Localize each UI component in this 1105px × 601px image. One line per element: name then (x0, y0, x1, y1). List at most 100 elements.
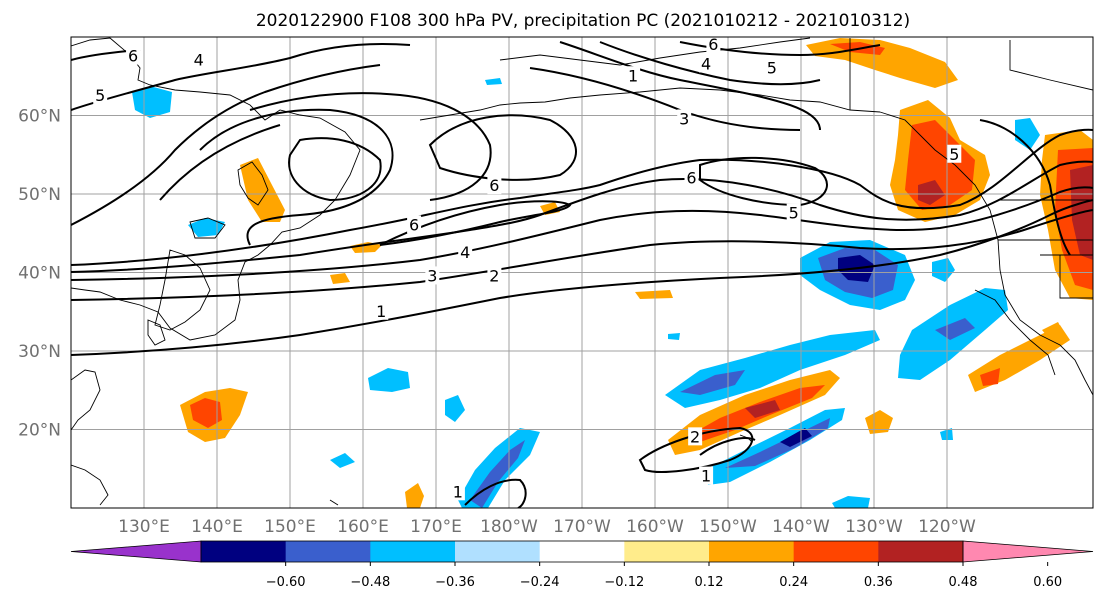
longitude-tick-label: 130°W (845, 517, 903, 537)
precip-pos-small-2 (330, 273, 350, 284)
longitude-tick-label: 170°E (410, 517, 462, 537)
pv-contour-label: 5 (95, 86, 105, 105)
precip-neg-hokkaido (188, 218, 225, 237)
colorbar-tick-label: 0.60 (1033, 575, 1062, 590)
pv-contours (71, 41, 1093, 508)
colorbar-extend-max (962, 540, 1094, 563)
longitude-tick-label: 120°W (918, 517, 976, 537)
colorbar-extend-min (70, 540, 202, 563)
contour-label-bg (425, 266, 440, 285)
pv-contour-label: 6 (409, 215, 419, 234)
colorbar-segment (455, 541, 541, 562)
precip-neg-kamchatka (132, 86, 172, 118)
longitude-tick-label: 160°E (337, 517, 389, 537)
contour-label-bg (786, 203, 801, 222)
colorbar-segment (793, 541, 879, 562)
precip-area-gulf-ca (1042, 322, 1065, 342)
pv-contour-label: 1 (376, 302, 386, 321)
contour-label-bg (699, 466, 714, 485)
colorbar-tick-label: −0.12 (604, 575, 644, 590)
pv-contour-label: 5 (789, 204, 799, 223)
pv-contour-label: 1 (453, 482, 463, 501)
precip-neg-small-4 (485, 78, 502, 85)
figure-title: 2020122900 F108 300 hPa PV, precipitatio… (256, 11, 910, 31)
pv-contour-label: 3 (679, 109, 689, 128)
latitude-labels: 20°N 30°N 40°N 50°N 60°N (18, 107, 61, 441)
colorbar-segment (709, 541, 795, 562)
precip-neg-small-2 (330, 453, 355, 468)
contour-label-bg (191, 50, 206, 69)
longitude-tick-label: 140°E (191, 517, 243, 537)
latitude-tick-label: 40°N (18, 264, 61, 284)
longitude-tick-label: 160°W (626, 517, 684, 537)
longitude-tick-label: 150°W (699, 517, 757, 537)
colorbar-segment (624, 541, 710, 562)
longitude-tick-label: 180°W (480, 517, 538, 537)
contour-label-bg (374, 301, 389, 320)
pv-contour-label: 1 (701, 467, 711, 486)
longitude-tick-label: 150°E (264, 517, 316, 537)
pv-contour-label: 6 (489, 176, 499, 195)
pv-contour-label: 4 (701, 54, 711, 73)
latitude-tick-label: 50°N (18, 185, 61, 205)
colorbar-tick-label: −0.48 (350, 575, 390, 590)
precip-area-alaska (806, 38, 958, 88)
pv-contour-label: 2 (690, 427, 700, 446)
contour-label-bg (458, 242, 473, 261)
colorbar-tick-label: −0.24 (520, 575, 560, 590)
colorbar-tick-label: 0.24 (779, 575, 808, 590)
latitude-tick-label: 60°N (18, 107, 61, 127)
precip-neg-bottom (832, 496, 870, 508)
pv-contour-label: 6 (128, 47, 138, 66)
colorbar-tick-label: 0.12 (695, 575, 724, 590)
contour-label-bg (706, 37, 721, 53)
contour-label-bg (93, 85, 108, 104)
pv-contour-label: 6 (708, 35, 718, 54)
contour-label-bg (126, 46, 141, 65)
colorbar-outline (200, 540, 964, 563)
contour-label-bg (487, 176, 502, 195)
pv-contour-label: 3 (427, 266, 437, 285)
longitude-tick-label: 170°W (553, 517, 611, 537)
pv-contour-label: 6 (686, 168, 696, 187)
colorbar-tick-labels: −0.60 −0.48 −0.36 −0.24 −0.12 0.12 0.24 0.36 0.4… (266, 562, 1062, 590)
contour-label-bg (407, 215, 422, 234)
precip-pos-small-east (865, 410, 893, 434)
colorbar-tick-label: −0.60 (266, 575, 306, 590)
colorbar-segment (285, 541, 371, 562)
colorbar-segment (878, 541, 964, 562)
precip-neg-band-east-core (935, 318, 975, 340)
contour-label-bg (450, 482, 465, 501)
pv-contour-label: 5 (949, 145, 959, 164)
precip-pos-subtrop-w-core (190, 398, 222, 428)
contour-label-bg (684, 168, 699, 187)
latitude-tick-label: 20°N (18, 421, 61, 441)
map-frame (70, 36, 1094, 509)
longitude-tick-label: 140°W (772, 517, 830, 537)
precip-neg-band-north-core (680, 370, 745, 395)
contour-label-bg (688, 427, 703, 446)
colorbar-tick-label: 0.36 (864, 575, 893, 590)
precip-core-baja (980, 368, 1000, 386)
precip-shading (132, 38, 1093, 508)
colorbar (70, 540, 1094, 563)
pv-contour-label: 4 (460, 243, 470, 262)
contour-label-bg (764, 58, 779, 77)
longitude-labels: 130°E 140°E 150°E 160°E 170°E 180°W 170°W 160°W… (118, 517, 976, 537)
pv-contour-label: 4 (194, 51, 204, 70)
colorbar-segment (370, 541, 456, 562)
longitude-tick-label: 130°E (118, 517, 170, 537)
precip-pos-small-sw (405, 483, 424, 508)
precip-max-bc (918, 180, 945, 205)
contour-label-bg (947, 144, 962, 163)
colorbar-segment (201, 541, 287, 562)
pv-contour-label: 2 (489, 266, 499, 285)
precip-neg-hawaii-w (368, 368, 410, 392)
contour-label-bg (487, 266, 502, 285)
precip-pos-small-3 (635, 290, 673, 299)
precip-neg-gulf-alaska (1015, 118, 1040, 150)
pv-contour-label: 5 (767, 58, 777, 77)
